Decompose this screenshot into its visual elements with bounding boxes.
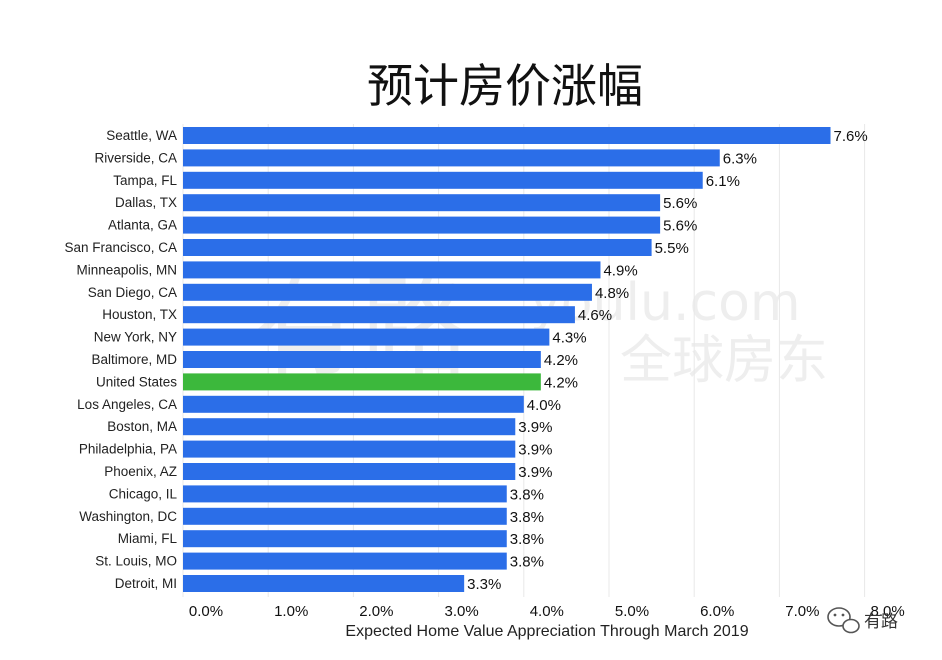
- value-labels: 7.6% 6.3% 6.1% 5.6% 5.6% 5.5% 4.9% 4.8% 4.6% 4.3%…: [467, 128, 868, 593]
- value-label: 4.2%: [544, 374, 578, 391]
- x-tick-label: 4.0%: [530, 603, 564, 620]
- bar: [183, 306, 575, 324]
- x-tick-label: 0.0%: [189, 603, 223, 620]
- x-tick-label: 5.0%: [615, 603, 649, 620]
- x-tick-label: 3.0%: [444, 603, 478, 620]
- category-label: St. Louis, MO: [95, 554, 177, 569]
- value-label: 7.6%: [834, 128, 868, 145]
- x-tick-label: 1.0%: [274, 603, 308, 620]
- category-labels: Seattle, WA Riverside, CA Tampa, FL Dallas,…: [64, 128, 177, 591]
- x-tick-label: 8.0%: [870, 603, 904, 620]
- bar: [183, 127, 831, 144]
- value-label: 4.6%: [578, 307, 612, 324]
- bar: [183, 552, 507, 570]
- bar: [183, 171, 703, 189]
- value-label: 5.5%: [655, 240, 689, 257]
- bar: [183, 440, 516, 458]
- bar-series: [183, 127, 831, 592]
- value-label: 5.6%: [663, 218, 697, 235]
- x-tick-label: 7.0%: [785, 603, 819, 620]
- watermark: 有路 youlu.com 全球房东: [250, 263, 828, 391]
- category-label: Los Angeles, CA: [77, 397, 177, 412]
- wechat-icon: [827, 607, 860, 634]
- category-label: San Diego, CA: [88, 285, 177, 300]
- category-label: Phoenix, AZ: [104, 464, 177, 479]
- brand-logo: 有路: [827, 607, 898, 634]
- category-label: San Francisco, CA: [64, 240, 177, 255]
- bar: [183, 283, 592, 301]
- bar: [183, 261, 601, 279]
- bar: [183, 575, 465, 592]
- category-label: Dallas, TX: [115, 195, 177, 210]
- value-label: 3.3%: [467, 576, 501, 593]
- bar: [183, 418, 516, 436]
- category-label: Miami, FL: [118, 531, 178, 546]
- watermark-sub-text: 全球房东: [620, 331, 828, 391]
- bar: [183, 507, 507, 525]
- category-label: Riverside, CA: [94, 150, 177, 165]
- category-label: New York, NY: [94, 330, 177, 345]
- bar: [183, 351, 541, 368]
- x-tick-label: 2.0%: [359, 603, 393, 620]
- category-label: Atlanta, GA: [108, 218, 177, 233]
- category-label: Tampa, FL: [113, 173, 177, 188]
- category-label: United States: [96, 374, 177, 389]
- watermark-url-text: youlu.com: [530, 273, 801, 333]
- category-label: Boston, MA: [107, 419, 177, 434]
- bar: [183, 395, 524, 413]
- value-label: 5.6%: [663, 195, 697, 212]
- category-label: Washington, DC: [79, 509, 177, 524]
- category-label: Detroit, MI: [115, 576, 177, 591]
- x-axis-label: Expected Home Value Appreciation Through…: [345, 623, 748, 640]
- value-label: 3.9%: [518, 464, 552, 481]
- bar: [183, 463, 516, 480]
- value-label: 4.8%: [595, 285, 629, 302]
- x-tick-labels: 0.0% 1.0% 2.0% 3.0% 4.0% 5.0% 6.0% 7.0% 8.0%: [189, 603, 905, 620]
- category-label: Minneapolis, MN: [76, 262, 177, 277]
- category-label: Philadelphia, PA: [79, 442, 177, 457]
- value-label: 4.9%: [603, 262, 637, 279]
- value-label: 3.8%: [510, 486, 544, 503]
- category-label: Houston, TX: [102, 307, 177, 322]
- bar: [183, 149, 720, 167]
- brand-label: 有路: [864, 612, 898, 632]
- value-label: 4.3%: [552, 330, 586, 347]
- category-label: Baltimore, MD: [91, 352, 177, 367]
- bar: [183, 216, 661, 234]
- value-label: 3.8%: [510, 554, 544, 571]
- category-label: Chicago, IL: [109, 486, 178, 501]
- value-label: 4.0%: [527, 397, 561, 414]
- bar: [183, 328, 550, 346]
- watermark-main-text: 有路: [250, 263, 470, 391]
- value-label: 3.8%: [510, 531, 544, 548]
- chart-title: 预计房价涨幅: [367, 59, 643, 113]
- value-label: 3.8%: [510, 509, 544, 526]
- value-label: 4.2%: [544, 352, 578, 369]
- bar: [183, 194, 661, 212]
- value-label: 6.1%: [706, 173, 740, 190]
- bar: [183, 485, 507, 503]
- bar: [183, 373, 541, 391]
- bar: [183, 530, 507, 548]
- bar: [183, 239, 652, 256]
- value-label: 3.9%: [518, 419, 552, 436]
- x-tick-label: 6.0%: [700, 603, 734, 620]
- category-label: Seattle, WA: [106, 128, 177, 143]
- value-label: 6.3%: [723, 150, 757, 167]
- value-label: 3.9%: [518, 442, 552, 459]
